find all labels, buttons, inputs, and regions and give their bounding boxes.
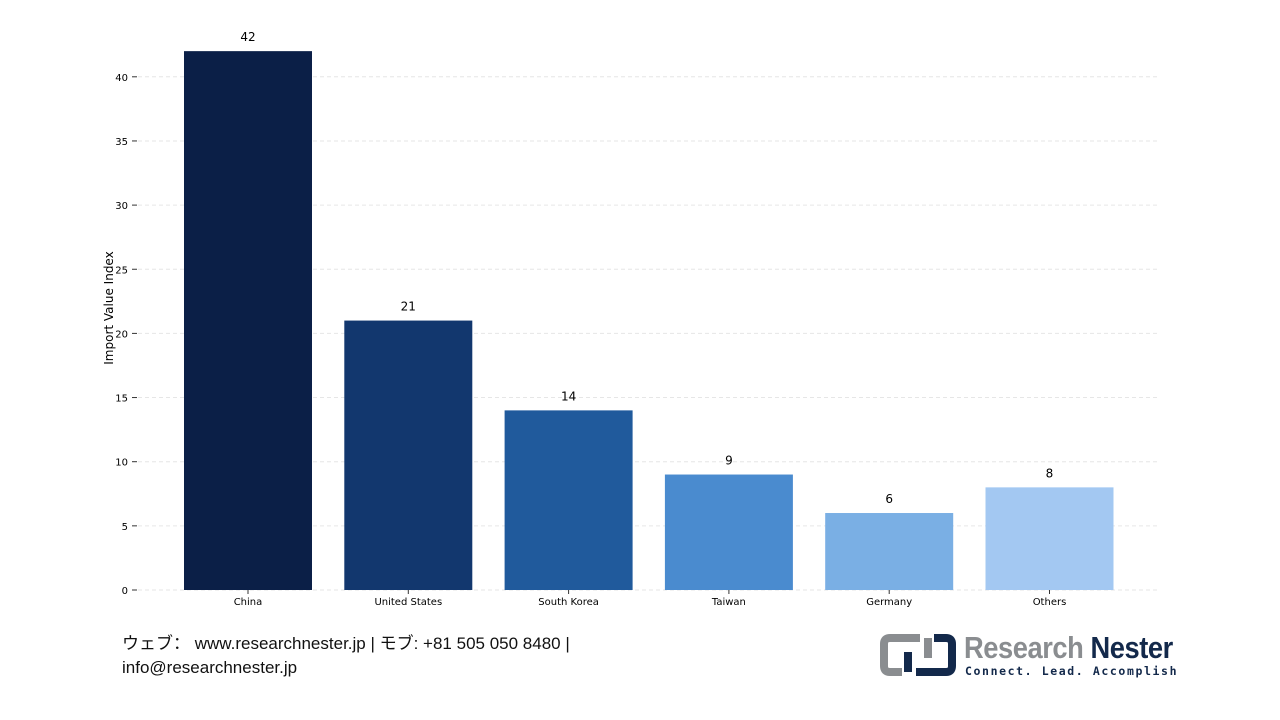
y-tick-label: 20 [115,329,128,340]
x-tick-label: Taiwan [711,597,746,608]
x-tick-label: Germany [866,597,912,608]
bar-south-korea [504,410,633,590]
data-label: 21 [401,300,416,314]
data-label: 14 [561,389,576,403]
bar-chart: 42 21 14 9 6 8 0 5 10 15 20 25 30 35 40 China United S… [102,30,1160,608]
y-axis-label: Import Value Index [102,251,116,364]
contact-line-email: info@researchnester.jp [122,658,298,677]
bar-united-states [344,320,473,590]
y-tick-label: 5 [122,522,128,533]
logo-name: Research Nester [964,630,1173,665]
bar-germany [825,513,954,590]
logo-tagline: Connect. Lead. Accomplish [965,664,1179,678]
x-tick-label: Others [1033,597,1067,608]
y-tick-label: 15 [115,394,128,405]
contact-info: ウェブ： www.researchnester.jp | モブ: +81 505… [122,632,570,680]
y-axis: 0 5 10 15 20 25 30 35 40 [115,73,137,597]
data-label: 9 [725,454,733,468]
bar-taiwan [664,474,793,590]
y-tick-label: 10 [115,458,128,469]
data-label: 6 [885,492,893,506]
bar-china [184,51,312,590]
contact-line-web-phone: ウェブ： www.researchnester.jp | モブ: +81 505… [122,634,570,653]
data-label: 42 [240,30,255,44]
x-tick-label: South Korea [538,597,599,608]
x-tick-label: United States [374,597,442,608]
research-nester-logo: Research Nester Connect. Lead. Accomplis… [880,630,1180,680]
bar-others [985,487,1114,590]
y-tick-label: 0 [122,586,128,597]
y-tick-label: 35 [115,137,128,148]
data-label: 8 [1046,466,1054,480]
x-axis: China United States South Korea Taiwan Germa… [234,590,1067,608]
logo-mark-icon [880,634,956,676]
x-tick-label: China [234,597,263,608]
y-tick-label: 25 [115,265,128,276]
y-tick-label: 40 [115,73,128,84]
bars: 42 21 14 9 6 8 [184,30,1114,590]
y-tick-label: 30 [115,201,128,212]
